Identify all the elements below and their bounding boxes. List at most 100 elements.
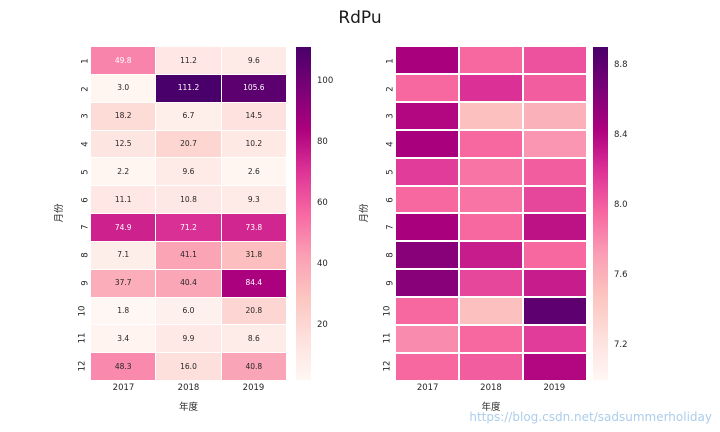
heatmap-cell: 74.9 <box>91 214 156 241</box>
colorbar-tick-label: 7.6 <box>614 269 628 280</box>
ytick-label: 4 <box>385 141 396 147</box>
heatmap-cell <box>524 270 586 297</box>
heatmap-cell: 8.6 <box>221 325 286 353</box>
heatmap-cell <box>524 102 586 129</box>
colorbar-tick-label: 8.0 <box>614 199 628 210</box>
colorbar-tick-label: 20 <box>317 319 328 330</box>
ytick-label: 10 <box>77 305 88 317</box>
heatmap-cell: 111.2 <box>156 74 221 102</box>
heatmap-cell: 40.4 <box>156 269 221 297</box>
ytick-label: 12 <box>382 360 393 372</box>
ytick-label: 11 <box>77 332 88 344</box>
ytick-label: 4 <box>80 141 91 147</box>
heatmap-cell <box>396 102 458 129</box>
ytick-label: 12 <box>77 360 88 372</box>
right-x-axis-label: 年度 <box>481 402 501 413</box>
watermark: https://blog.csdn.net/sadsummerholiday <box>469 410 712 424</box>
ytick-label: 2 <box>385 85 396 92</box>
heatmap-cell <box>524 186 586 213</box>
colorbar-tick-label: 40 <box>317 258 328 269</box>
right-ytick-labels: 1 2 3 4 5 6 7 8 9 10 11 12 <box>381 47 396 380</box>
heatmap-cell <box>396 298 458 325</box>
xtick-label: 2019 <box>543 383 566 393</box>
heatmap-cell <box>524 214 586 241</box>
heatmap-cell: 10.8 <box>156 186 221 213</box>
heatmap-cell: 11.2 <box>156 47 221 74</box>
ytick-label: 6 <box>385 196 396 203</box>
ytick-label: 1 <box>385 58 396 64</box>
heatmap-cell: 14.5 <box>221 102 286 130</box>
heatmap-cell: 37.7 <box>91 269 156 297</box>
heatmap-cell: 40.8 <box>221 353 286 380</box>
heatmap-cell: 6.0 <box>156 297 221 325</box>
ytick-label: 11 <box>382 332 393 344</box>
heatmap-cell: 7.1 <box>91 241 156 269</box>
xtick-label: 2018 <box>480 383 502 393</box>
heatmap-cell: 18.2 <box>91 102 156 130</box>
heatmap-cell <box>396 47 458 73</box>
heatmap-cell: 41.1 <box>156 241 221 269</box>
left-x-axis-label: 年度 <box>178 402 198 413</box>
heatmap-cell: 20.8 <box>221 297 286 325</box>
ytick-label: 7 <box>80 224 91 231</box>
ytick-label: 2 <box>80 85 91 92</box>
xtick-label: 2018 <box>177 383 200 393</box>
heatmap-cell: 12.5 <box>91 130 156 158</box>
xtick-label: 2017 <box>416 383 439 393</box>
heatmap-cell <box>396 214 458 241</box>
heatmap-cell <box>396 270 458 297</box>
figure-title: RdPu <box>338 8 382 28</box>
heatmap-cell: 20.7 <box>156 130 221 158</box>
heatmap-cell: 10.2 <box>221 130 286 158</box>
colorbar-tick-label: 100 <box>317 76 334 87</box>
colorbar-tick-label: 8.8 <box>614 59 628 70</box>
left-colorbar <box>296 47 311 380</box>
heatmap-cell <box>460 270 522 297</box>
ytick-label: 8 <box>80 252 91 258</box>
heatmap-cell <box>396 158 458 185</box>
heatmap-cell: 16.0 <box>156 353 221 380</box>
heatmap-cell <box>460 242 522 269</box>
xtick-label: 2019 <box>242 383 265 393</box>
ytick-label: 3 <box>80 113 91 120</box>
ytick-label: 9 <box>80 280 91 286</box>
xtick-label: 2017 <box>112 383 135 393</box>
heatmap-cell <box>460 47 522 73</box>
heatmap-cell: 9.6 <box>156 158 221 186</box>
heatmap-cell <box>460 354 522 380</box>
heatmap-cell: 6.7 <box>156 102 221 130</box>
right-colorbar <box>593 47 608 380</box>
heatmap-cell: 71.2 <box>156 214 221 241</box>
heatmap-cell <box>524 298 586 325</box>
heatmap-cell: 9.9 <box>156 325 221 353</box>
ytick-label: 1 <box>80 58 91 64</box>
heatmap-cell: 73.8 <box>221 214 286 241</box>
heatmap-cell <box>524 74 586 101</box>
heatmap-cell <box>460 214 522 241</box>
colorbar-tick-label: 7.2 <box>614 339 628 350</box>
left-ytick-labels: 1 2 3 4 5 6 7 8 9 10 11 12 <box>76 47 91 380</box>
heatmap-cell: 1.8 <box>91 297 156 325</box>
right-y-axis-label: 月份 <box>359 203 370 223</box>
left-heatmap: 49.8 11.2 9.6 3.0 111.2 105.6 18.2 6.7 14.5 12.5 2… <box>91 47 286 380</box>
heatmap-cell <box>460 158 522 185</box>
right-xtick-labels: 2017 2018 2019 <box>396 381 586 393</box>
heatmap-cell: 105.6 <box>221 74 286 102</box>
left-colorbar-tick-labels: 20 40 60 80 100 <box>313 47 343 380</box>
ytick-label: 5 <box>80 169 91 175</box>
ytick-label: 7 <box>385 224 396 231</box>
heatmap-cell: 49.8 <box>91 47 156 74</box>
heatmap-cell: 3.4 <box>91 325 156 353</box>
colorbar-tick-label: 8.4 <box>614 129 628 140</box>
ytick-label: 3 <box>385 113 396 120</box>
heatmap-cell: 3.0 <box>91 74 156 102</box>
heatmap-cell <box>524 130 586 157</box>
heatmap-cell <box>396 242 458 269</box>
heatmap-cell <box>524 242 586 269</box>
heatmap-cell: 2.2 <box>91 158 156 186</box>
heatmap-cell: 48.3 <box>91 353 156 380</box>
ytick-label: 10 <box>382 305 393 317</box>
left-y-axis-label: 月份 <box>54 203 65 223</box>
heatmap-cell <box>396 74 458 101</box>
